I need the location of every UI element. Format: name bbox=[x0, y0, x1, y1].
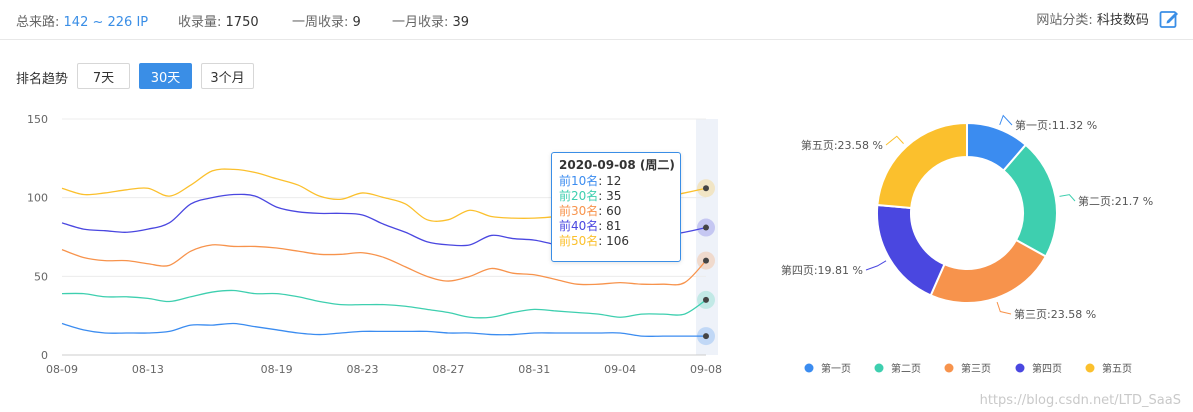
total-route-label: 总来路: bbox=[16, 15, 60, 30]
page-distribution-donut-chart: 第一页:11.32 % 第二页:21.7 % 第三页:23.58 % 第四页:19.8… bbox=[781, 114, 1153, 375]
legend-label: 第一页 bbox=[821, 362, 851, 375]
highlight-point bbox=[703, 257, 709, 264]
week-stat: 一周收录: 9 bbox=[292, 11, 361, 30]
slice-leader-line bbox=[865, 260, 887, 271]
legend-item[interactable]: 第四页 bbox=[1015, 362, 1063, 375]
series-line bbox=[61, 244, 707, 286]
legend-marker bbox=[874, 363, 884, 373]
watermark: https://blog.csdn.net/LTD_SaaS bbox=[979, 393, 1181, 408]
slice-leader-line bbox=[885, 135, 904, 146]
month-value: 39 bbox=[452, 15, 470, 30]
category-label: 网站分类: bbox=[1036, 13, 1093, 28]
legend-item[interactable]: 第三页 bbox=[944, 362, 992, 375]
donut-slice[interactable] bbox=[876, 121, 968, 210]
range-30-days-button[interactable]: 30天 bbox=[139, 63, 192, 89]
tooltip-row-value: 12 bbox=[606, 174, 622, 188]
slice-label: 第三页:23.58 % bbox=[1014, 307, 1096, 321]
y-tick-label: 150 bbox=[27, 113, 48, 126]
stats-bar: 总来路: 142 ~ 226 IP 收录量: 1750 一周收录: 9 一月收录… bbox=[0, 0, 1193, 40]
tooltip-row-name: 前50名 bbox=[559, 234, 599, 248]
tooltip-row: 前40名: 81 bbox=[559, 219, 622, 233]
slice-leader-line bbox=[999, 114, 1013, 126]
tooltip-row: 前20名: 35 bbox=[559, 189, 622, 203]
week-label: 一周收录: bbox=[292, 15, 349, 30]
y-tick-label: 100 bbox=[27, 192, 48, 205]
donut-slice[interactable] bbox=[876, 203, 946, 297]
tooltip-row: 前30名: 60 bbox=[559, 204, 622, 218]
trend-label: 排名趋势 bbox=[16, 72, 69, 87]
legend-marker bbox=[944, 363, 954, 373]
x-tick-label: 09-08 bbox=[690, 363, 722, 376]
indexed-stat: 收录量: 1750 bbox=[178, 11, 259, 30]
legend-label: 第五页 bbox=[1102, 362, 1132, 375]
ranking-trend-line-chart: 0 50 100 150 08-09 08-13 08-19 08-23 08-27 08-31 0… bbox=[27, 113, 722, 376]
slice-label: 第一页:11.32 % bbox=[1015, 118, 1097, 132]
tooltip-row-name: 前20名 bbox=[559, 189, 599, 203]
series-line bbox=[61, 289, 707, 319]
legend-label: 第四页 bbox=[1032, 362, 1062, 375]
tooltip-row: 前50名: 106 bbox=[559, 234, 630, 248]
x-tick-label: 08-19 bbox=[261, 363, 293, 376]
x-tick-label: 08-31 bbox=[518, 363, 550, 376]
highlight-point bbox=[703, 185, 709, 192]
category-stat: 网站分类: 科技数码 bbox=[1036, 9, 1179, 29]
y-tick-label: 50 bbox=[34, 270, 48, 283]
legend-item[interactable]: 第五页 bbox=[1085, 362, 1133, 375]
indexed-label: 收录量: bbox=[178, 15, 222, 30]
tooltip-row-name: 前40名 bbox=[559, 219, 599, 233]
edit-icon[interactable] bbox=[1159, 9, 1179, 29]
legend-marker bbox=[804, 363, 814, 373]
highlight-point bbox=[703, 224, 709, 231]
tooltip-row-name: 前10名 bbox=[559, 174, 599, 188]
month-stat: 一月收录: 39 bbox=[392, 11, 469, 30]
tooltip-row-value: 35 bbox=[606, 189, 622, 203]
x-tick-label: 08-09 bbox=[46, 363, 78, 376]
chart-tooltip: 2020-09-08 (周二) 前10名: 12 前20名: 35 前30名: … bbox=[551, 152, 681, 262]
legend-marker bbox=[1015, 363, 1025, 373]
legend-item[interactable]: 第一页 bbox=[804, 362, 852, 375]
legend-label: 第三页 bbox=[961, 362, 991, 375]
legend-label: 第二页 bbox=[891, 362, 921, 375]
legend-item[interactable]: 第二页 bbox=[874, 362, 922, 375]
total-route-stat: 总来路: 142 ~ 226 IP bbox=[16, 11, 148, 30]
indexed-value: 1750 bbox=[225, 15, 259, 30]
slice-label: 第四页:19.81 % bbox=[781, 263, 863, 277]
donut-slice[interactable] bbox=[929, 238, 1048, 304]
slice-label: 第五页:23.58 % bbox=[801, 138, 883, 152]
highlight-point bbox=[703, 296, 709, 303]
x-tick-label: 08-13 bbox=[132, 363, 164, 376]
highlight-point bbox=[703, 333, 709, 340]
hover-highlight-band bbox=[696, 119, 718, 355]
x-tick-label: 08-23 bbox=[347, 363, 379, 376]
y-tick-label: 0 bbox=[41, 349, 48, 362]
tooltip-row-value: 106 bbox=[606, 234, 630, 248]
series-line bbox=[61, 322, 706, 338]
legend-marker bbox=[1085, 363, 1095, 373]
tooltip-row-value: 81 bbox=[606, 219, 622, 233]
donut-slice[interactable] bbox=[1002, 143, 1058, 258]
total-route-value: 142 ~ 226 IP bbox=[63, 15, 149, 30]
tooltip-row-value: 60 bbox=[606, 204, 622, 218]
range-3-months-button[interactable]: 3个月 bbox=[201, 63, 254, 89]
tooltip-date: 2020-09-08 (周二) bbox=[559, 158, 675, 172]
range-7-days-button[interactable]: 7天 bbox=[77, 63, 130, 89]
slice-leader-line bbox=[996, 301, 1012, 315]
x-tick-label: 09-04 bbox=[604, 363, 636, 376]
tooltip-row-name: 前30名 bbox=[559, 204, 599, 218]
category-value: 科技数码 bbox=[1096, 13, 1149, 28]
x-tick-label: 08-27 bbox=[432, 363, 464, 376]
week-value: 9 bbox=[352, 15, 361, 30]
month-label: 一月收录: bbox=[392, 15, 449, 30]
tooltip-row: 前10名: 12 bbox=[559, 174, 622, 188]
slice-label: 第二页:21.7 % bbox=[1078, 194, 1153, 208]
slice-leader-line bbox=[1059, 194, 1076, 202]
